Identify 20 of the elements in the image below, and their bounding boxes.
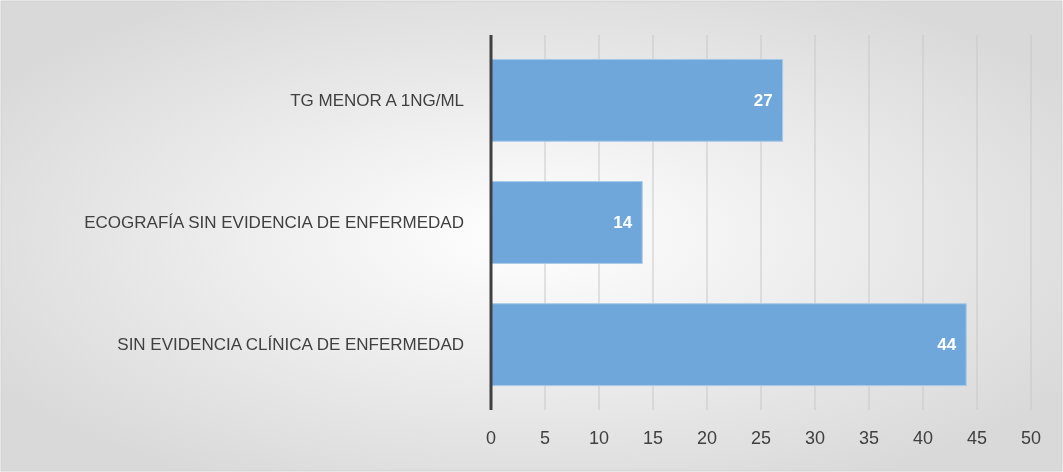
y-tick-label: TG MENOR A 1NG/ML [290, 90, 464, 110]
data-label: 14 [613, 213, 633, 232]
x-tick-label: 30 [804, 428, 826, 448]
y-tick-label: ECOGRAFÍA SIN EVIDENCIA DE ENFERMEDAD [84, 213, 464, 232]
x-tick-label: 10 [588, 428, 610, 448]
x-tick-label: 15 [642, 428, 664, 448]
x-tick-label: 40 [912, 428, 934, 448]
x-tick-label: 25 [750, 428, 772, 448]
x-tick-label: 45 [966, 428, 988, 448]
x-tick-label: 50 [1020, 428, 1042, 448]
bar [490, 58, 784, 142]
x-tick-label: 35 [858, 428, 880, 448]
x-tick-label: 0 [485, 428, 497, 448]
bar [490, 303, 967, 387]
x-tick-label: 20 [696, 428, 718, 448]
bar [490, 181, 643, 264]
data-label: 27 [753, 90, 773, 110]
data-label: 44 [937, 335, 957, 355]
x-tick-label: 5 [539, 428, 551, 448]
y-tick-label: SIN EVIDENCIA CLÍNICA DE ENFERMEDAD [117, 335, 464, 355]
